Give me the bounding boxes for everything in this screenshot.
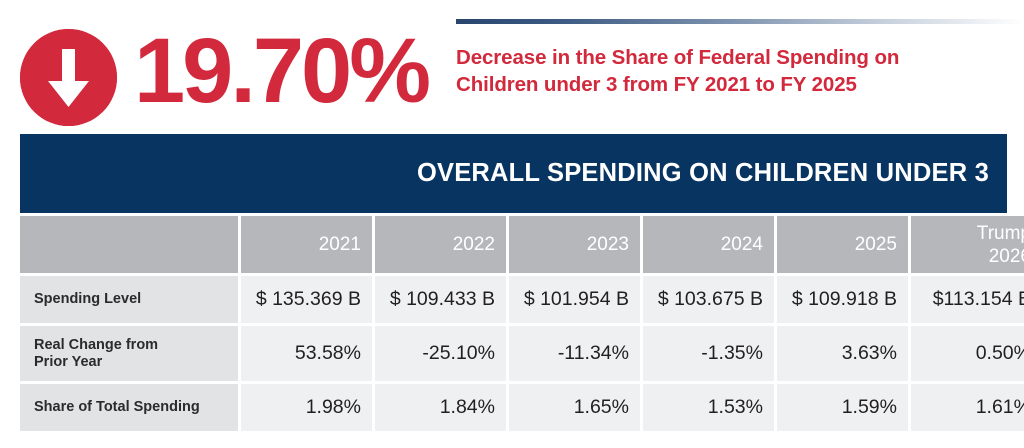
cell-real-change-2024: -1.35% <box>643 326 774 381</box>
cell-share-total-2024: 1.53% <box>643 384 774 431</box>
cell-share-total-2022: 1.84% <box>375 384 506 431</box>
column-header-2023: 2023 <box>509 216 640 273</box>
cell-share-total-2023: 1.65% <box>509 384 640 431</box>
table-row: Spending Level $ 135.369 B $ 109.433 B $… <box>20 276 1024 323</box>
stat-value: 19.70% <box>134 20 431 122</box>
cell-share-total-2025: 1.59% <box>777 384 908 431</box>
cell-spending-level-2024: $ 103.675 B <box>643 276 774 323</box>
accent-rule <box>456 19 1024 24</box>
cell-real-change-2021: 53.58% <box>241 326 372 381</box>
column-header-2022: 2022 <box>375 216 506 273</box>
column-header-blank <box>20 216 238 273</box>
headline-line-2: Children under 3 from FY 2021 to FY 2025 <box>456 73 857 96</box>
headline: Decrease in the Share of Federal Spendin… <box>456 44 1016 98</box>
row-label-real-change: Real Change from Prior Year <box>20 326 238 381</box>
cell-real-change-2022: -25.10% <box>375 326 506 381</box>
cell-real-change-2026: 0.50% <box>911 326 1024 381</box>
table-row: Real Change from Prior Year 53.58% -25.1… <box>20 326 1024 381</box>
row-label-spending-level: Spending Level <box>20 276 238 323</box>
row-label-share-of-total: Share of Total Spending <box>20 384 238 431</box>
cell-real-change-2023: -11.34% <box>509 326 640 381</box>
cell-spending-level-2023: $ 101.954 B <box>509 276 640 323</box>
spending-data-table: 2021 2022 2023 2024 2025 Trump 2026 Spen… <box>17 213 1024 434</box>
cell-spending-level-2025: $ 109.918 B <box>777 276 908 323</box>
table-header-row: 2021 2022 2023 2024 2025 Trump 2026 <box>20 216 1024 273</box>
cell-share-total-2021: 1.98% <box>241 384 372 431</box>
cell-share-total-2026: 1.61% <box>911 384 1024 431</box>
header-banner: 19.70% Decrease in the Share of Federal … <box>0 0 1024 133</box>
cell-spending-level-2021: $ 135.369 B <box>241 276 372 323</box>
cell-real-change-2025: 3.63% <box>777 326 908 381</box>
table-banner: OVERALL SPENDING ON CHILDREN UNDER 3 <box>20 134 1007 213</box>
spending-table: OVERALL SPENDING ON CHILDREN UNDER 3 202… <box>20 134 1024 434</box>
column-header-2025: 2025 <box>777 216 908 273</box>
headline-line-1: Decrease in the Share of Federal Spendin… <box>456 46 900 69</box>
column-header-2021: 2021 <box>241 216 372 273</box>
cell-spending-level-2026: $113.154 B <box>911 276 1024 323</box>
table-row: Share of Total Spending 1.98% 1.84% 1.65… <box>20 384 1024 431</box>
column-header-trump-2026: Trump 2026 <box>911 216 1024 273</box>
table-banner-title: OVERALL SPENDING ON CHILDREN UNDER 3 <box>416 159 989 187</box>
column-header-2024: 2024 <box>643 216 774 273</box>
cell-spending-level-2022: $ 109.433 B <box>375 276 506 323</box>
arrow-down-icon <box>20 29 117 126</box>
